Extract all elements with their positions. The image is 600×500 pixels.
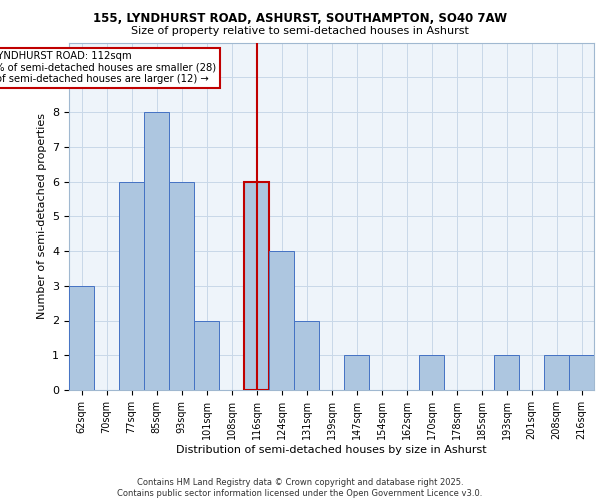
Y-axis label: Number of semi-detached properties: Number of semi-detached properties <box>37 114 47 320</box>
Bar <box>119 182 144 390</box>
Bar <box>294 320 319 390</box>
Bar <box>269 251 294 390</box>
Bar <box>544 355 569 390</box>
Text: Size of property relative to semi-detached houses in Ashurst: Size of property relative to semi-detach… <box>131 26 469 36</box>
Bar <box>69 286 94 390</box>
Bar <box>419 355 444 390</box>
Bar <box>569 355 594 390</box>
Bar <box>344 355 369 390</box>
Text: Contains HM Land Registry data © Crown copyright and database right 2025.
Contai: Contains HM Land Registry data © Crown c… <box>118 478 482 498</box>
Bar <box>494 355 519 390</box>
Text: 155, LYNDHURST ROAD, ASHURST, SOUTHAMPTON, SO40 7AW: 155, LYNDHURST ROAD, ASHURST, SOUTHAMPTO… <box>93 12 507 26</box>
Bar <box>244 182 269 390</box>
Bar <box>194 320 219 390</box>
Bar <box>169 182 194 390</box>
X-axis label: Distribution of semi-detached houses by size in Ashurst: Distribution of semi-detached houses by … <box>176 444 487 454</box>
Bar <box>144 112 169 390</box>
Text: 155 LYNDHURST ROAD: 112sqm
← 70% of semi-detached houses are smaller (28)
30% of: 155 LYNDHURST ROAD: 112sqm ← 70% of semi… <box>0 51 217 84</box>
